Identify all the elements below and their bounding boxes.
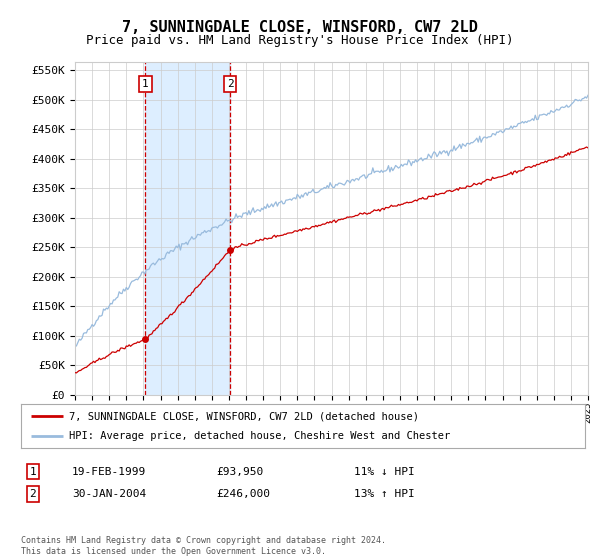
- Text: 7, SUNNINGDALE CLOSE, WINSFORD, CW7 2LD (detached house): 7, SUNNINGDALE CLOSE, WINSFORD, CW7 2LD …: [69, 411, 419, 421]
- Text: 7, SUNNINGDALE CLOSE, WINSFORD, CW7 2LD: 7, SUNNINGDALE CLOSE, WINSFORD, CW7 2LD: [122, 20, 478, 35]
- Text: Price paid vs. HM Land Registry's House Price Index (HPI): Price paid vs. HM Land Registry's House …: [86, 34, 514, 46]
- Text: Contains HM Land Registry data © Crown copyright and database right 2024.: Contains HM Land Registry data © Crown c…: [21, 536, 386, 545]
- Text: HPI: Average price, detached house, Cheshire West and Chester: HPI: Average price, detached house, Ches…: [69, 431, 450, 441]
- Text: 30-JAN-2004: 30-JAN-2004: [72, 489, 146, 499]
- Text: This data is licensed under the Open Government Licence v3.0.: This data is licensed under the Open Gov…: [21, 547, 326, 556]
- Text: £246,000: £246,000: [216, 489, 270, 499]
- Text: 1: 1: [29, 466, 37, 477]
- Text: £93,950: £93,950: [216, 466, 263, 477]
- Text: 19-FEB-1999: 19-FEB-1999: [72, 466, 146, 477]
- Text: 2: 2: [29, 489, 37, 499]
- Bar: [145, 62, 230, 395]
- Text: 11% ↓ HPI: 11% ↓ HPI: [354, 466, 415, 477]
- Text: 13% ↑ HPI: 13% ↑ HPI: [354, 489, 415, 499]
- Text: 1: 1: [142, 79, 149, 89]
- Text: 2: 2: [227, 79, 233, 89]
